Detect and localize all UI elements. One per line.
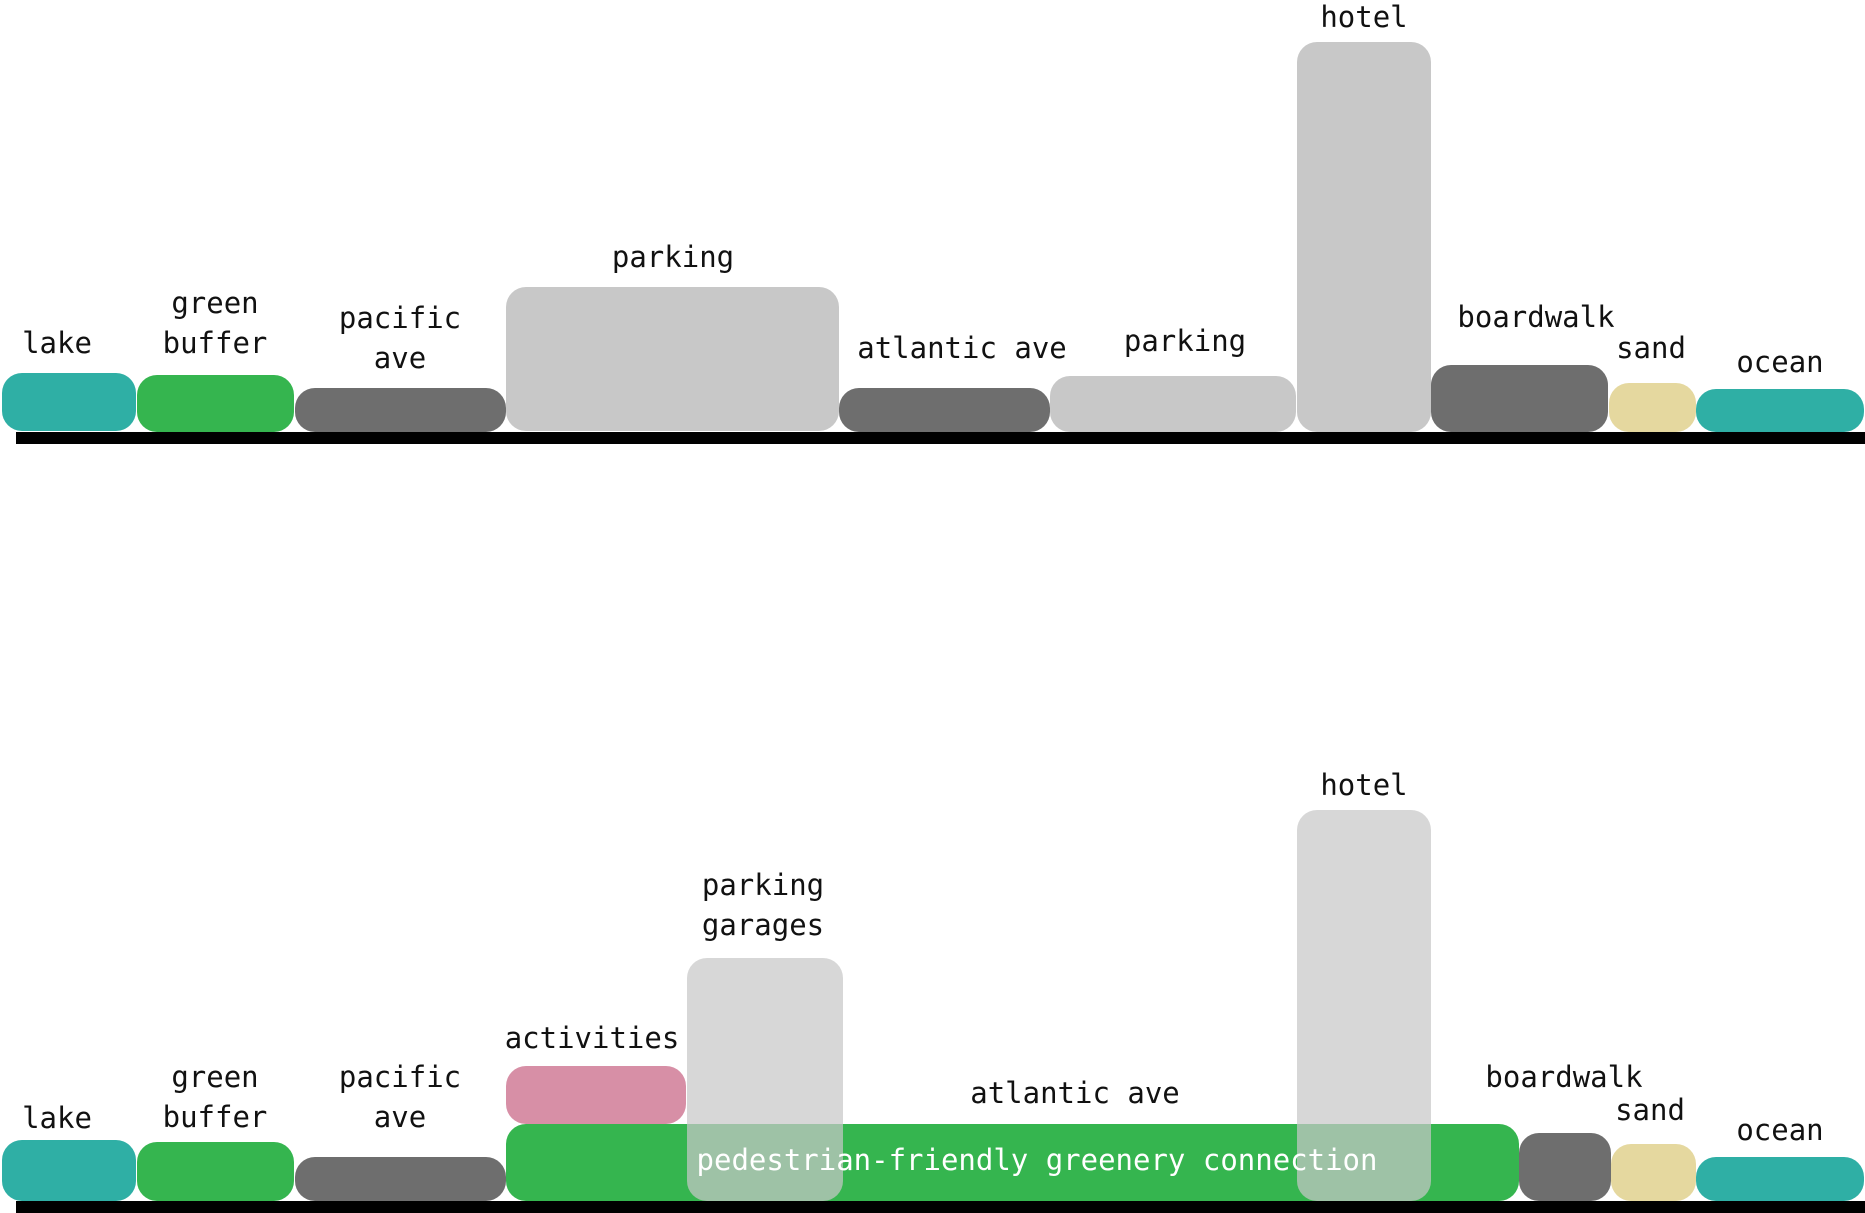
existing-section-parking-2-block xyxy=(1050,376,1296,432)
proposed-section-parking-garages-label-line-2: garages xyxy=(702,908,824,942)
existing-section-boardwalk-block xyxy=(1431,365,1608,432)
proposed-section-boardwalk-block xyxy=(1519,1133,1611,1201)
proposed-section-sand-block xyxy=(1611,1144,1696,1201)
existing-section-atlantic-ave-label-line-1: atlantic ave xyxy=(857,331,1067,365)
existing-section-sand-label-line-1: sand xyxy=(1616,331,1686,365)
proposed-section-hotel-block xyxy=(1297,810,1431,1201)
existing-section-hotel-label-line-1: hotel xyxy=(1320,0,1407,34)
existing-section-green-buffer-label-line-2: buffer xyxy=(163,326,268,360)
existing-section-lake-block xyxy=(2,373,136,431)
proposed-section-lake-block xyxy=(2,1140,136,1201)
proposed-section-boardwalk-label-line-1: boardwalk xyxy=(1485,1060,1643,1094)
existing-section-ground-line xyxy=(16,432,1865,444)
proposed-section-lake-label-line-1: lake xyxy=(22,1101,92,1135)
proposed-section-activities-label-line-1: activities xyxy=(505,1021,680,1055)
existing-section-green-buffer-block xyxy=(137,375,294,432)
proposed-section-green-buffer-block xyxy=(137,1142,294,1201)
proposed-section: lake green buffer pacific ave activities parki… xyxy=(2,768,1865,1213)
proposed-section-ocean-label-line-1: ocean xyxy=(1736,1113,1823,1147)
existing-section-pacific-ave-label-line-1: pacific xyxy=(339,301,461,335)
proposed-section-atlantic-ave-label-line-1: atlantic ave xyxy=(970,1076,1180,1110)
existing-section-green-buffer-label-line-1: green xyxy=(171,286,258,320)
proposed-section-green-buffer-label-line-1: green xyxy=(171,1060,258,1094)
proposed-section-greenery-connection-label-line-1: pedestrian-friendly greenery connection xyxy=(697,1143,1378,1177)
proposed-section-green-buffer-label-line-2: buffer xyxy=(163,1100,268,1134)
proposed-section-hotel-label-line-1: hotel xyxy=(1320,768,1407,802)
proposed-section-pacific-ave-block xyxy=(295,1157,506,1201)
proposed-section-activities-block xyxy=(506,1066,686,1124)
proposed-section-pacific-ave-label-line-2: ave xyxy=(374,1100,426,1134)
proposed-section-parking-garages-block xyxy=(687,958,843,1201)
existing-section-parking-block xyxy=(506,287,839,431)
existing-section-boardwalk-label-line-1: boardwalk xyxy=(1457,300,1615,334)
proposed-section-ocean-block xyxy=(1696,1157,1864,1201)
proposed-section-pacific-ave-label-line-1: pacific xyxy=(339,1060,461,1094)
existing-section-ocean-label-line-1: ocean xyxy=(1736,345,1823,379)
proposed-section-parking-garages-label-line-1: parking xyxy=(702,868,824,902)
existing-section-ocean-block xyxy=(1696,389,1864,432)
existing-section-sand-block xyxy=(1609,383,1696,432)
existing-section: lake green buffer pacific ave parking atlantic… xyxy=(2,0,1865,444)
existing-section-parking-label-line-1: parking xyxy=(612,240,734,274)
existing-section-pacific-ave-block xyxy=(295,388,506,432)
existing-section-pacific-ave-label-line-2: ave xyxy=(374,341,426,375)
proposed-section-sand-label-line-1: sand xyxy=(1615,1093,1685,1127)
proposed-section-ground-line xyxy=(16,1201,1865,1213)
existing-section-parking-2-label-line-1: parking xyxy=(1124,324,1246,358)
existing-section-atlantic-ave-block xyxy=(839,388,1050,432)
existing-section-lake-label-line-1: lake xyxy=(22,326,92,360)
existing-section-hotel-block xyxy=(1297,42,1431,432)
